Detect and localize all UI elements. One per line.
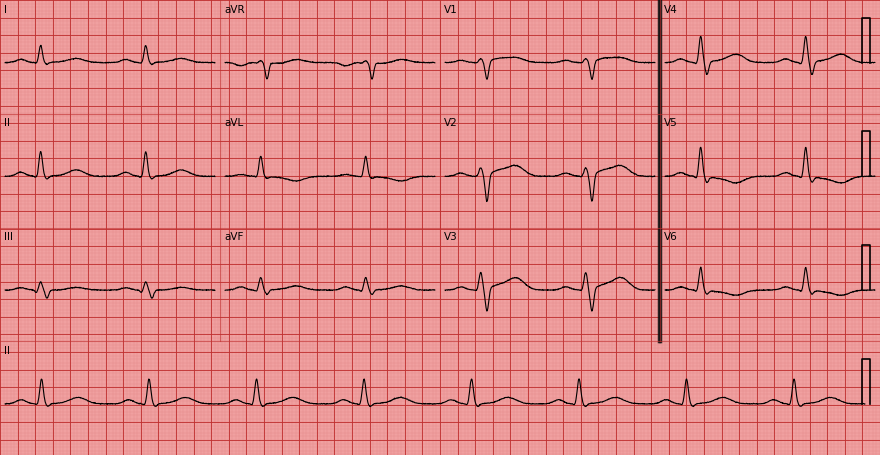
Text: V4: V4 [664,5,678,15]
Text: III: III [4,232,13,242]
Text: aVR: aVR [224,5,245,15]
Text: V6: V6 [664,232,678,242]
Text: V3: V3 [444,232,458,242]
Text: V5: V5 [664,118,678,128]
Text: aVF: aVF [224,232,244,242]
Text: V1: V1 [444,5,458,15]
Text: aVL: aVL [224,118,243,128]
Text: II: II [4,118,10,128]
Text: V2: V2 [444,118,458,128]
Text: II: II [4,346,10,356]
Text: I: I [4,5,7,15]
